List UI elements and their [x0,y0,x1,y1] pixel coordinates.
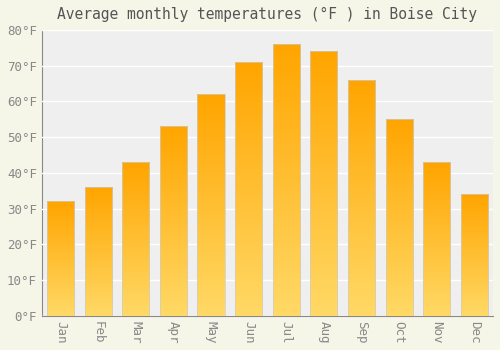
Bar [198,94,224,316]
Bar [310,51,338,316]
Bar [84,187,112,316]
Bar [348,80,375,316]
Bar [235,62,262,316]
Bar [423,162,450,316]
Title: Average monthly temperatures (°F ) in Boise City: Average monthly temperatures (°F ) in Bo… [58,7,478,22]
Bar [122,162,150,316]
Bar [272,44,300,316]
Bar [47,202,74,316]
Bar [160,126,187,316]
Bar [386,119,412,316]
Bar [460,194,488,316]
